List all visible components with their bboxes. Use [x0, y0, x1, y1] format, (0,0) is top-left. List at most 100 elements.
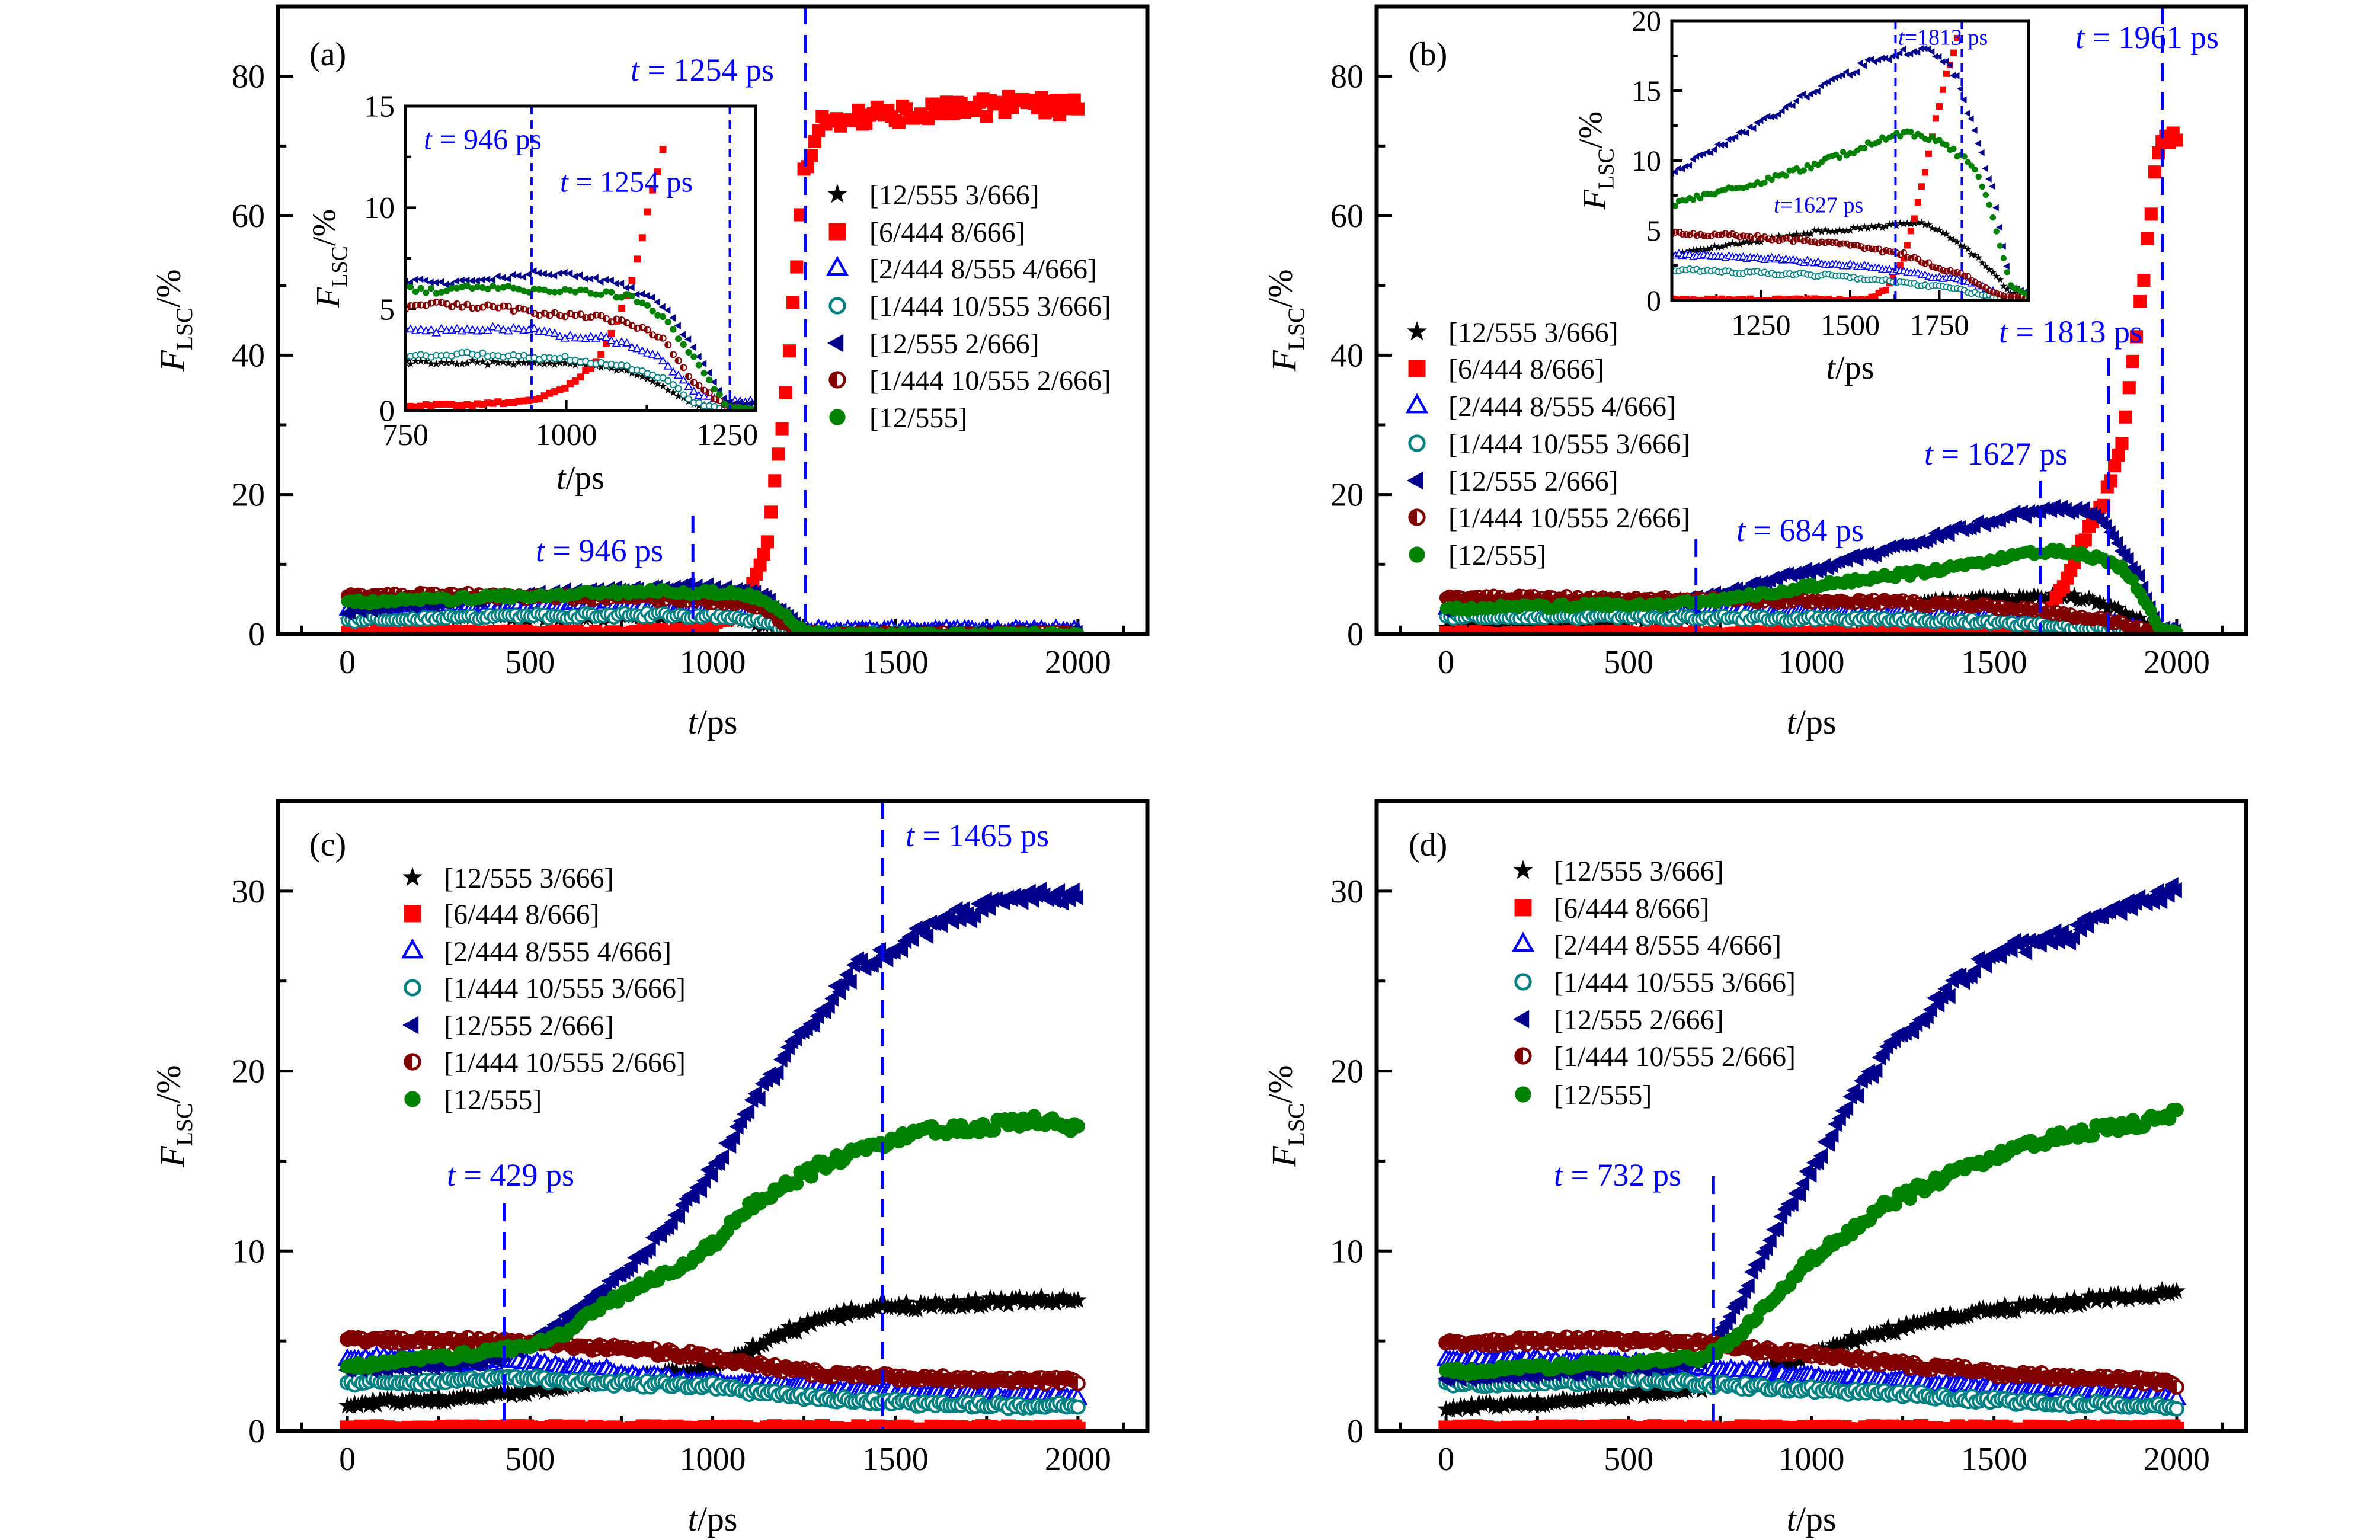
- panel-a-inset-point: [659, 146, 667, 153]
- panel-a-inset-point: [407, 283, 414, 291]
- panel-b-inset-point: [1800, 297, 1808, 300]
- panel-a-inset-point: [514, 271, 522, 280]
- panel-b-inset-point: [1707, 244, 1715, 252]
- panel-a-inset-point: [463, 276, 470, 284]
- panel-b-inset-point: [1746, 238, 1754, 246]
- panel-a-inset-point: [668, 314, 676, 322]
- panel-b-inset-x-ticks: 1250 1500 1750: [1671, 290, 2030, 341]
- panel-a-inset-point: [561, 268, 568, 277]
- panel-a-inset-point: [490, 283, 497, 290]
- panel-b-point: [2112, 448, 2125, 462]
- panel-a-legend-item: [6/444 8/666]: [828, 217, 1025, 248]
- panel-a-inset-point: [622, 338, 632, 347]
- panel-a-inset-point-fill: [433, 299, 437, 305]
- panel-a-inset-point: [551, 289, 558, 296]
- panel-b-inset-point: [1679, 296, 1686, 300]
- panel-b-inset-point: [1700, 245, 1708, 253]
- panel-b-inset-point: [1879, 287, 1886, 294]
- panel-a-inset-point: [576, 271, 583, 279]
- panel-a-inset-point: [586, 331, 596, 340]
- panel-a-inset-point: [453, 300, 460, 308]
- panel-a-inset-point-fill: [510, 308, 514, 315]
- panel-b-inset-point: [1953, 238, 1962, 245]
- panel-b-inset-point: [1786, 296, 1793, 300]
- panel-b-inset-point: [1921, 220, 1929, 228]
- panel-a-inset-point: [618, 294, 625, 301]
- panel-b-inset-point: [1742, 129, 1749, 136]
- panel-b-inset-point: [1672, 168, 1678, 175]
- panel-b-x-tick-label: 2000: [2144, 644, 2210, 681]
- panel-b-inset-point: [1989, 183, 1995, 190]
- panel-b-point: [2145, 604, 2158, 617]
- panel-b-inset-point: [1882, 222, 1890, 230]
- panel-b-inset-point: [1885, 56, 1892, 63]
- panel-a-inset-point: [453, 402, 460, 409]
- panel-a-inset-point: [561, 313, 569, 321]
- panel-b-inset-point-fill: [1683, 231, 1687, 238]
- panel-a-inset-point: [690, 379, 698, 386]
- panel-a-inset-point-fill: [490, 303, 493, 310]
- panel-b-inset-point: [1725, 136, 1732, 143]
- panel-b-inset-point: [1968, 250, 1976, 258]
- panel-a-annotations: t = 946 pst = 1254 ps: [536, 7, 807, 634]
- panel-a-inset-point: [545, 271, 552, 278]
- panel-a-point: [772, 447, 785, 461]
- panel-b-inset-point: [1821, 226, 1829, 233]
- panel-b-inset-point: [1749, 124, 1757, 132]
- panel-a-inset-point: [530, 267, 537, 275]
- panel-b-point: [2126, 354, 2139, 368]
- panel-a-inset-point: [684, 395, 693, 403]
- panel-b-inset-point: [2000, 282, 2008, 290]
- panel-a-inset-point: [452, 360, 461, 368]
- panel-a-inset-point: [680, 341, 687, 348]
- panel-a-inset-point: [622, 366, 631, 374]
- panel-a-inset-point: [551, 360, 559, 368]
- panel-a-x-tick-label: 500: [505, 644, 555, 681]
- panel-a-point: [892, 116, 906, 129]
- panel-a-inset-point: [689, 386, 699, 395]
- panel-b-inset-point: [1675, 165, 1681, 172]
- panel-a-inset-point: [674, 322, 681, 329]
- panel-a-inset-point-fill: [485, 302, 488, 308]
- panel-a-inset-point: [668, 367, 678, 376]
- panel-a-inset-point: [633, 370, 642, 379]
- panel-b-inset-point: [1772, 295, 1779, 300]
- panel-b-point: [2148, 165, 2161, 179]
- panel-a-inset-point-fill: [603, 315, 606, 322]
- panel-b-inset-point-fill: [1694, 233, 1697, 239]
- panel-b-point: [2170, 133, 2183, 147]
- panel-a-y-axis-label-unit: /%: [149, 269, 188, 307]
- panel-a-inset-point: [654, 312, 661, 319]
- panel-a-inset-point: [479, 284, 486, 292]
- panel-a-inset-point-fill: [459, 304, 462, 310]
- panel-b-inset-y-tick-label: 0: [1646, 284, 1661, 317]
- panel-a-inset-point: [478, 357, 487, 366]
- panel-a-inset-point: [561, 384, 569, 392]
- panel-b-inset-point: [1921, 169, 1928, 176]
- panel-b-inset-point: [1768, 297, 1776, 300]
- panel-b-inset-point: [1982, 262, 1990, 270]
- panel-a-inset-point: [628, 322, 636, 329]
- panel-b-inset-point: [1950, 49, 1957, 56]
- panel-b-x-tick-label: 1500: [1961, 644, 2027, 681]
- panel-a-inset-point: [494, 358, 503, 367]
- panel-b-inset-point: [1846, 226, 1854, 234]
- panel-a-inset-point: [529, 324, 539, 332]
- panel-b-inset-point: [1864, 56, 1870, 64]
- panel-b-inset-point: [1939, 86, 1947, 93]
- panel-b-annotation-label: t = 1627 ps: [1924, 436, 2068, 472]
- panel-a-inset-point: [488, 276, 495, 284]
- panel-a-inset-point: [711, 386, 718, 393]
- panel-b-point: [1997, 587, 2013, 603]
- panel-a-point: [939, 95, 954, 109]
- panel-b-point: [2133, 294, 2147, 309]
- panel-a-inset-point-fill: [474, 305, 478, 312]
- panel-a-inset-y-axis-label: FLSC/%: [306, 209, 353, 308]
- panel-a-inset-point: [716, 391, 723, 398]
- panel-b-point: [2104, 474, 2117, 488]
- panel-a-inset-point: [731, 404, 738, 411]
- panel-a-inset-point: [659, 313, 667, 321]
- panel-a-inset-point: [432, 359, 441, 368]
